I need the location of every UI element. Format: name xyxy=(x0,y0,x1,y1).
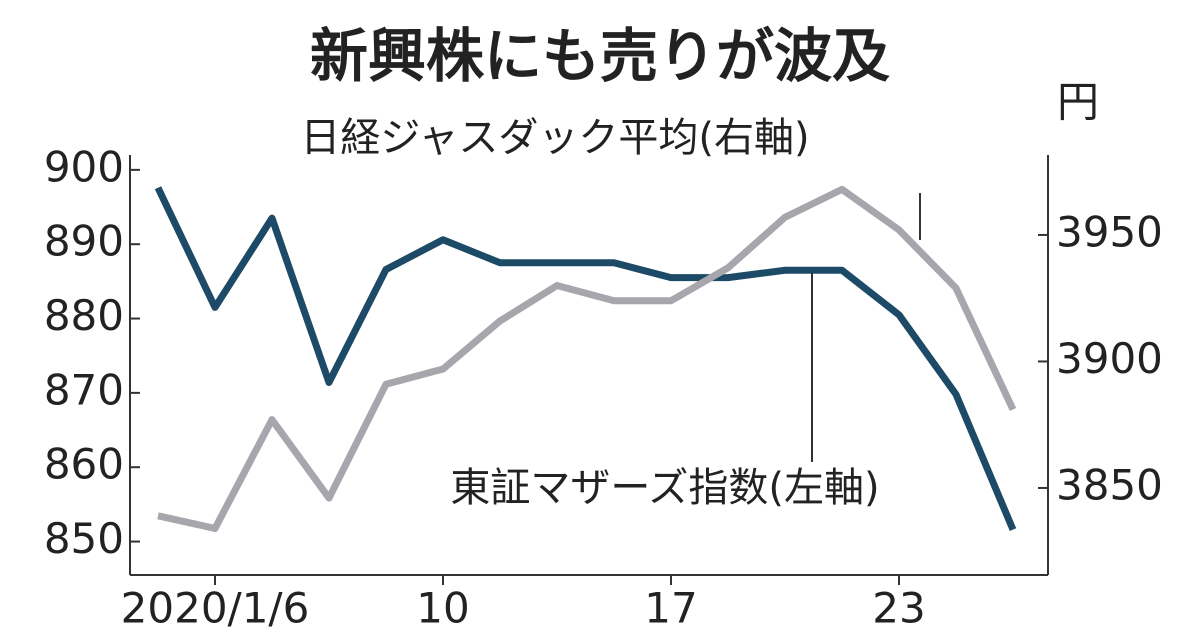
y2-tick-label: 3950 xyxy=(1056,207,1163,256)
y-tick-label: 900 xyxy=(44,142,124,191)
series-label: 東証マザーズ指数(左軸) xyxy=(450,465,879,511)
y-tick-label: 870 xyxy=(44,365,124,414)
y-tick-label: 890 xyxy=(44,217,124,266)
unit-label: 円 xyxy=(1057,78,1099,127)
x-tick-label: 17 xyxy=(644,584,697,628)
x-tick-label: 23 xyxy=(872,584,925,628)
y-tick-label: 850 xyxy=(44,514,124,563)
y2-tick-label: 3850 xyxy=(1056,460,1163,509)
y2-tick-label: 3900 xyxy=(1056,334,1163,383)
series-line xyxy=(154,186,1017,532)
x-tick-label: 2020/1/6 xyxy=(121,584,310,628)
x-tick-label: 10 xyxy=(416,584,469,628)
y-tick-label: 860 xyxy=(44,440,124,489)
series-label: 日経ジャスダック平均(右軸) xyxy=(300,115,809,161)
y-tick-label: 880 xyxy=(44,291,124,340)
chart-title: 新興株にも売りが波及 xyxy=(310,22,890,90)
series-line xyxy=(157,185,1017,532)
